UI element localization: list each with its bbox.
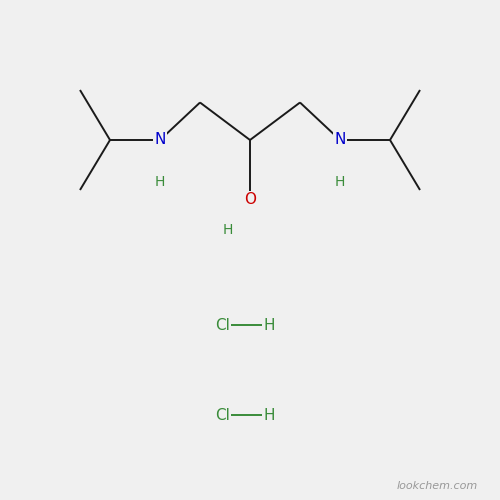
Text: Cl: Cl	[215, 318, 230, 332]
Text: O: O	[244, 192, 256, 208]
Text: H: H	[335, 176, 345, 190]
Text: N: N	[154, 132, 166, 148]
Text: H: H	[264, 318, 275, 332]
Text: H: H	[222, 223, 232, 237]
Text: H: H	[264, 408, 275, 422]
Text: Cl: Cl	[215, 408, 230, 422]
Text: lookchem.com: lookchem.com	[396, 481, 477, 491]
Text: H: H	[155, 176, 165, 190]
Text: N: N	[334, 132, 345, 148]
